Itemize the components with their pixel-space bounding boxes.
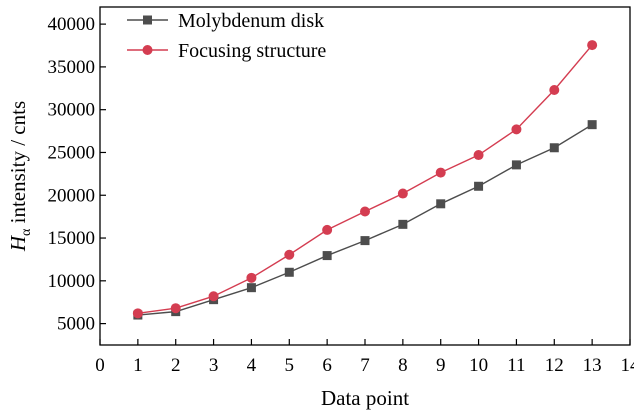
legend-label-focusing-structure: Focusing structure (178, 40, 326, 62)
x-tick-label: 6 (322, 355, 332, 376)
x-tick-label: 12 (545, 355, 564, 376)
x-tick-label: 14 (621, 355, 634, 376)
data-point-molybdenum-disk (360, 236, 370, 246)
series-line-molybdenum-disk (137, 124, 593, 316)
data-point-molybdenum-disk (246, 283, 256, 293)
y-tick-label: 10000 (48, 271, 96, 292)
y-axis-title-main: H (6, 234, 30, 252)
x-axis-ticks: 01234567891011121314 (95, 339, 634, 376)
y-tick-label: 15000 (48, 228, 96, 249)
data-point-focusing-structure (549, 85, 560, 96)
y-tick-label: 25000 (48, 142, 96, 163)
x-tick-label: 13 (583, 355, 602, 376)
y-tick-label: 20000 (48, 185, 96, 206)
y-tick-label: 40000 (48, 14, 96, 35)
x-axis-title: Data point (321, 386, 409, 410)
y-axis-title-subscript: α (19, 228, 34, 236)
x-tick-label: 10 (469, 355, 488, 376)
y-axis-ticks: 5000 10000 15000 20000 25000 30000 35000 40000 (48, 14, 106, 335)
x-tick-label: 1 (133, 355, 143, 376)
legend-marker-focusing-structure (142, 45, 153, 55)
data-point-focusing-structure (587, 40, 598, 51)
data-point-focusing-structure (208, 291, 219, 302)
data-point-focusing-structure (170, 303, 181, 314)
x-tick-label: 5 (285, 355, 295, 376)
data-point-focusing-structure (435, 167, 446, 178)
data-point-molybdenum-disk (436, 199, 446, 209)
data-point-molybdenum-disk (474, 181, 484, 191)
data-point-molybdenum-disk (511, 160, 521, 170)
x-tick-label: 3 (209, 355, 219, 376)
data-point-focusing-structure (322, 224, 333, 235)
legend-marker-molybdenum-disk (143, 15, 152, 25)
data-point-focusing-structure (246, 272, 257, 283)
y-tick-label: 30000 (48, 100, 96, 121)
data-point-molybdenum-disk (322, 251, 332, 261)
x-tick-label: 4 (247, 355, 257, 376)
data-point-focusing-structure (360, 206, 370, 217)
data-point-focusing-structure (473, 150, 484, 161)
y-axis-title-rest: intensity / cnts (6, 101, 30, 229)
x-tick-label: 9 (436, 355, 446, 376)
data-point-molybdenum-disk (587, 120, 597, 130)
y-tick-label: 35000 (48, 57, 96, 78)
data-point-focusing-structure (397, 188, 408, 199)
data-point-molybdenum-disk (549, 143, 559, 153)
series-layer (132, 40, 598, 320)
data-point-molybdenum-disk (284, 267, 294, 277)
data-point-focusing-structure (511, 124, 522, 135)
y-tick-label: 5000 (57, 314, 95, 335)
series-line-focusing-structure (137, 44, 593, 315)
legend: Molybdenum disk Focusing structure (127, 10, 326, 62)
data-point-focusing-structure (284, 249, 295, 260)
x-tick-label: 0 (95, 355, 105, 376)
data-point-focusing-structure (132, 308, 143, 319)
data-point-molybdenum-disk (398, 219, 408, 229)
x-tick-label: 7 (360, 355, 370, 376)
legend-label-molybdenum-disk: Molybdenum disk (178, 10, 324, 32)
x-tick-label: 2 (171, 355, 181, 376)
x-tick-label: 8 (398, 355, 408, 376)
y-axis-title: Hα intensity / cnts (6, 101, 34, 252)
x-tick-label: 11 (507, 355, 525, 376)
